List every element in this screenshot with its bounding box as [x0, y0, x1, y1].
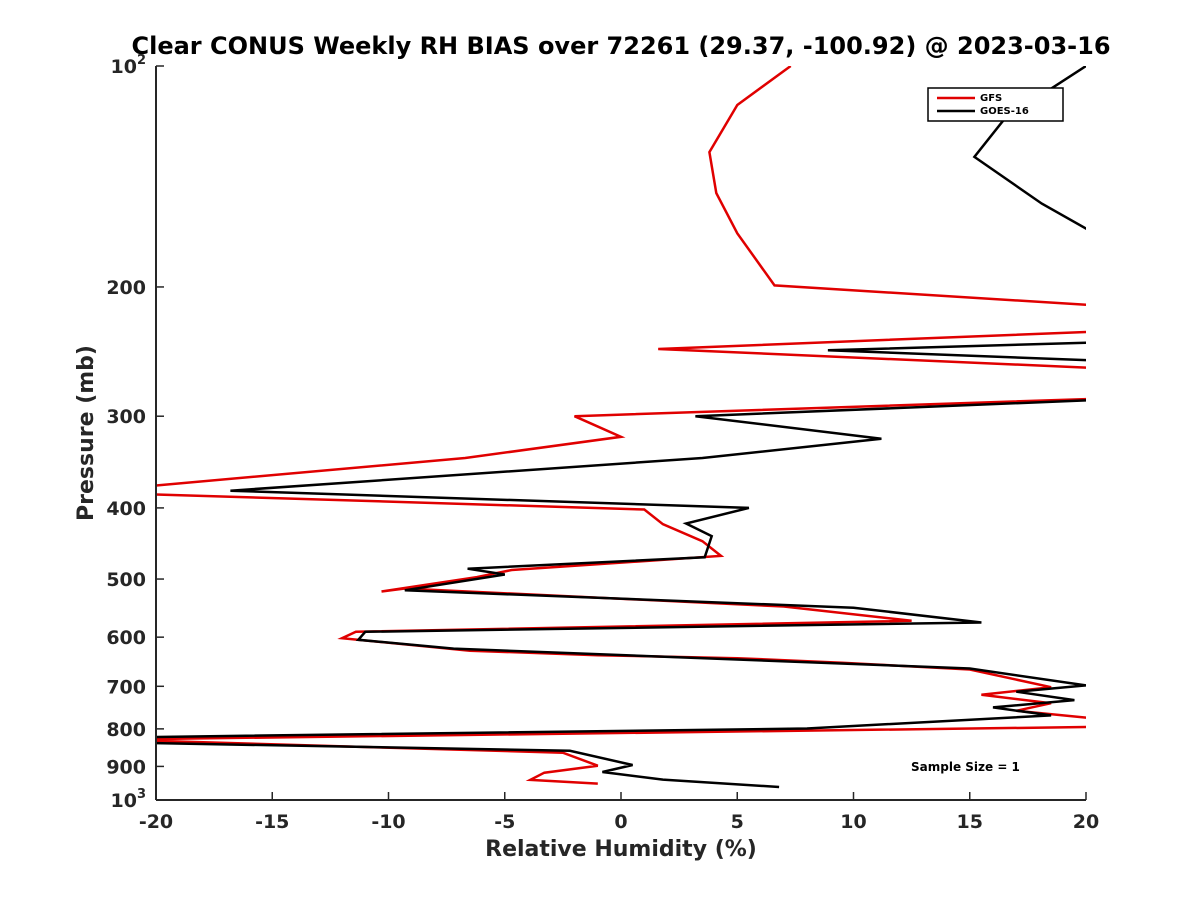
y-tick-label: 700 — [106, 676, 146, 698]
y-tick-label-base: 10 — [111, 790, 137, 812]
series-line-goes16 — [156, 66, 1086, 789]
y-tick-label-exponent: 3 — [137, 787, 146, 802]
x-axis-label: Relative Humidity (%) — [485, 837, 757, 862]
chart-title: Clear CONUS Weekly RH BIAS over 72261 (2… — [131, 32, 1110, 60]
series-layer — [156, 66, 1086, 789]
legend-label-gfs: GFS — [980, 93, 1002, 104]
axis-layer: -20 -15 -10 -5 0 5 10 15 20102200300400500600700… — [106, 53, 1099, 833]
y-tick-label: 102 — [111, 53, 147, 78]
x-tick-label: -10 — [371, 811, 405, 833]
y-tick-label: 900 — [106, 756, 146, 778]
y-tick-label: 400 — [106, 498, 146, 520]
x-tick-label: 20 — [1073, 811, 1099, 833]
legend-box — [927, 87, 1064, 122]
plot-background — [156, 66, 1086, 800]
y-tick-label: 600 — [106, 627, 146, 649]
x-tick-label: -5 — [494, 811, 515, 833]
x-tick-label: 5 — [731, 811, 744, 833]
y-tick-label-exponent: 2 — [137, 53, 146, 68]
x-tick-label: -15 — [255, 811, 289, 833]
y-tick-label: 800 — [106, 719, 146, 741]
y-tick-label-base: 10 — [111, 56, 137, 78]
y-tick-label: 300 — [106, 406, 146, 428]
x-tick-label: 0 — [614, 811, 627, 833]
series-line-gfs — [156, 66, 1086, 785]
legend-label-goes16: GOES-16 — [980, 106, 1029, 117]
y-tick-label: 200 — [106, 277, 146, 299]
sample-size-annotation: Sample Size = 1 — [911, 760, 1020, 774]
x-tick-label: 15 — [957, 811, 983, 833]
y-tick-label: 103 — [111, 787, 147, 812]
legend: GFS GOES-16 — [927, 87, 1064, 122]
x-tick-label: 10 — [840, 811, 866, 833]
y-tick-label: 500 — [106, 569, 146, 591]
y-axis-label: Pressure (mb) — [74, 345, 99, 521]
x-tick-label: -20 — [139, 811, 173, 833]
